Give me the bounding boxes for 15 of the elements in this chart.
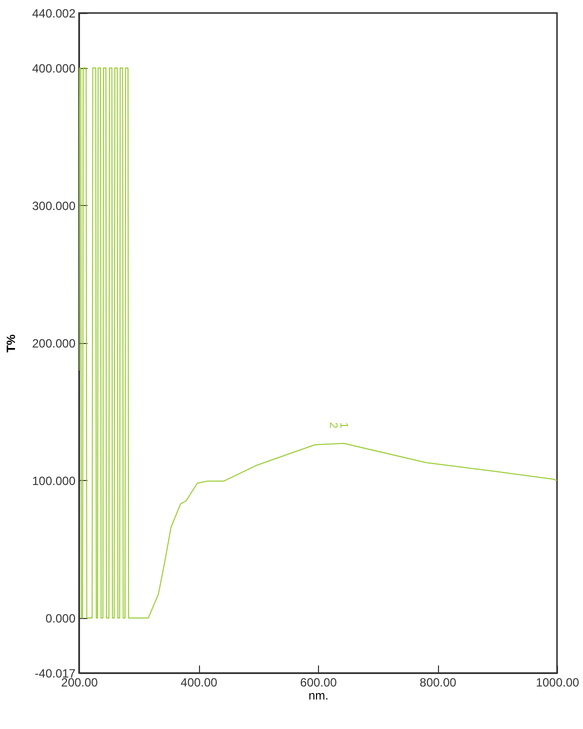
x-tick-label: 400.00 [180, 676, 218, 690]
x-tick-label: 800.00 [420, 676, 457, 690]
y-tick-label: 400.000 [32, 62, 76, 76]
y-axis-title: T% [4, 334, 18, 352]
annotation: 2 [326, 422, 339, 428]
x-tick-label: 1000.00 [536, 676, 580, 690]
y-tick-label: 200.000 [32, 336, 76, 350]
x-tick-label: 600.00 [300, 676, 338, 690]
line-series [79, 68, 557, 618]
y-tick-label: 0.000 [45, 611, 76, 626]
y-tick-label: 440.002 [32, 6, 76, 20]
annotation: 1 [338, 422, 350, 428]
y-tick-label: 300.000 [32, 198, 76, 213]
y-tick-label: 100.000 [32, 474, 76, 488]
x-axis-title: nm. [308, 688, 329, 702]
